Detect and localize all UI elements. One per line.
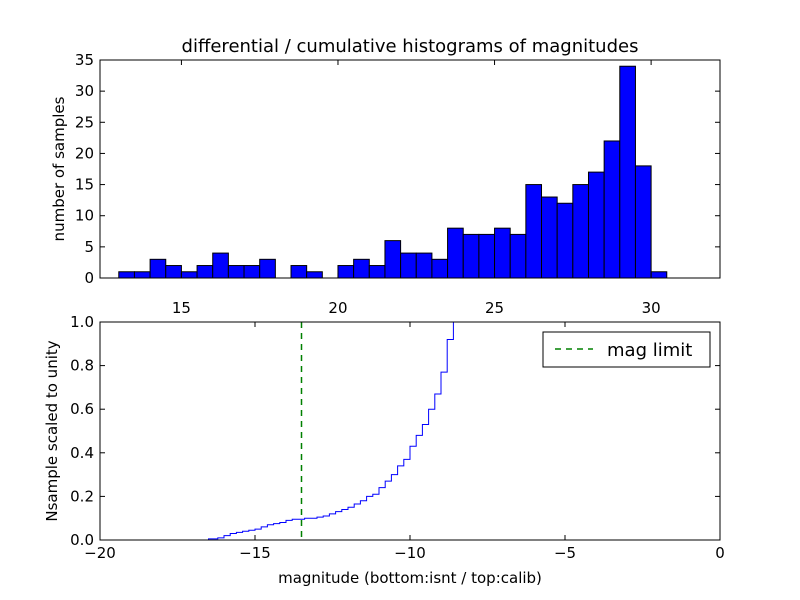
histogram-bar	[415, 252, 433, 279]
y-tick-label: 10	[75, 207, 94, 225]
x-tick-label: −5	[554, 544, 576, 562]
histogram-bar	[133, 271, 151, 279]
y-tick-label: 0.2	[70, 487, 94, 505]
y-tick-label: 35	[75, 51, 94, 69]
x-tick-label: −15	[239, 544, 271, 562]
y-tick-label: 1.0	[70, 313, 94, 331]
x-tick-label: 25	[485, 299, 504, 317]
histogram-bar	[227, 265, 245, 279]
histogram-bar	[118, 271, 135, 279]
histogram-bar	[337, 265, 355, 279]
histogram-bar	[431, 258, 449, 279]
histogram-bar	[478, 233, 496, 279]
histogram-bar	[400, 252, 417, 279]
y-tick-label: 25	[75, 113, 94, 131]
histogram-bar	[509, 233, 527, 279]
x-tick-label: 20	[328, 299, 347, 317]
histogram-bar	[306, 271, 323, 279]
bottom-axes-frame	[99, 321, 721, 541]
y-tick-label: 20	[75, 144, 94, 162]
histogram-bar	[462, 233, 480, 279]
x-tick-label: 30	[642, 299, 661, 317]
histogram-bar	[447, 227, 464, 279]
histogram-bar	[572, 184, 589, 279]
y-tick-label: 30	[75, 82, 94, 100]
top-axis-ticks: 0 5 10 15 20 25 30 35 15 20 25 30	[75, 51, 720, 317]
histogram-bar	[368, 265, 386, 279]
histogram-bar	[353, 258, 370, 279]
top-axes-frame	[99, 59, 721, 279]
bottom-axis-ticks: 0.0 0.2 0.4 0.6 0.8 1.0 −20 −15 −10 −5 0	[70, 313, 725, 562]
histogram-bar	[556, 202, 574, 279]
histogram-bar	[494, 227, 511, 279]
y-tick-label: 15	[75, 176, 94, 194]
histogram-bar	[525, 184, 543, 279]
histogram-bars	[118, 65, 668, 279]
top-y-axis-label: number of samples	[50, 96, 68, 241]
y-tick-label: 0.6	[70, 400, 94, 418]
x-tick-label: −20	[84, 544, 116, 562]
histogram-bar	[634, 165, 652, 279]
histogram-bar	[619, 65, 636, 279]
chart-title: differential / cumulative histograms of …	[182, 36, 639, 57]
histogram-bar	[180, 271, 198, 279]
legend: mag limit	[542, 331, 711, 368]
histogram-bar	[290, 265, 308, 279]
y-tick-label: 0	[84, 269, 94, 287]
y-tick-label: 0.4	[70, 444, 94, 462]
y-tick-label: 0.0	[70, 531, 94, 549]
x-tick-label: 15	[172, 299, 191, 317]
histogram-bar	[212, 252, 229, 279]
y-tick-label: 5	[84, 238, 94, 256]
legend-label-mag-limit: mag limit	[607, 340, 692, 361]
bottom-x-axis-label: magnitude (bottom:isnt / top:calib)	[278, 569, 542, 587]
cumulative-panel: magnitude (bottom:isnt / top:calib) Nsam…	[43, 313, 725, 587]
histogram-bar	[196, 265, 214, 279]
histogram-bar	[165, 265, 182, 279]
histogram-bar	[650, 271, 668, 279]
cumulative-step-line	[131, 321, 466, 541]
histogram-bar	[259, 258, 276, 279]
histogram-bar	[603, 140, 621, 279]
histogram-bar	[541, 196, 558, 279]
histogram-bar	[587, 171, 605, 279]
y-tick-label: 0.8	[70, 357, 94, 375]
bottom-y-axis-label: Nsample scaled to unity	[43, 340, 61, 521]
x-tick-label: −10	[394, 544, 426, 562]
histogram-bar	[149, 258, 167, 279]
histogram-bar	[384, 240, 402, 279]
histogram-bar	[243, 265, 261, 279]
histogram-panel: differential / cumulative histograms of …	[50, 36, 721, 317]
cumulative-lines	[131, 321, 466, 541]
x-tick-label: 0	[715, 544, 725, 562]
